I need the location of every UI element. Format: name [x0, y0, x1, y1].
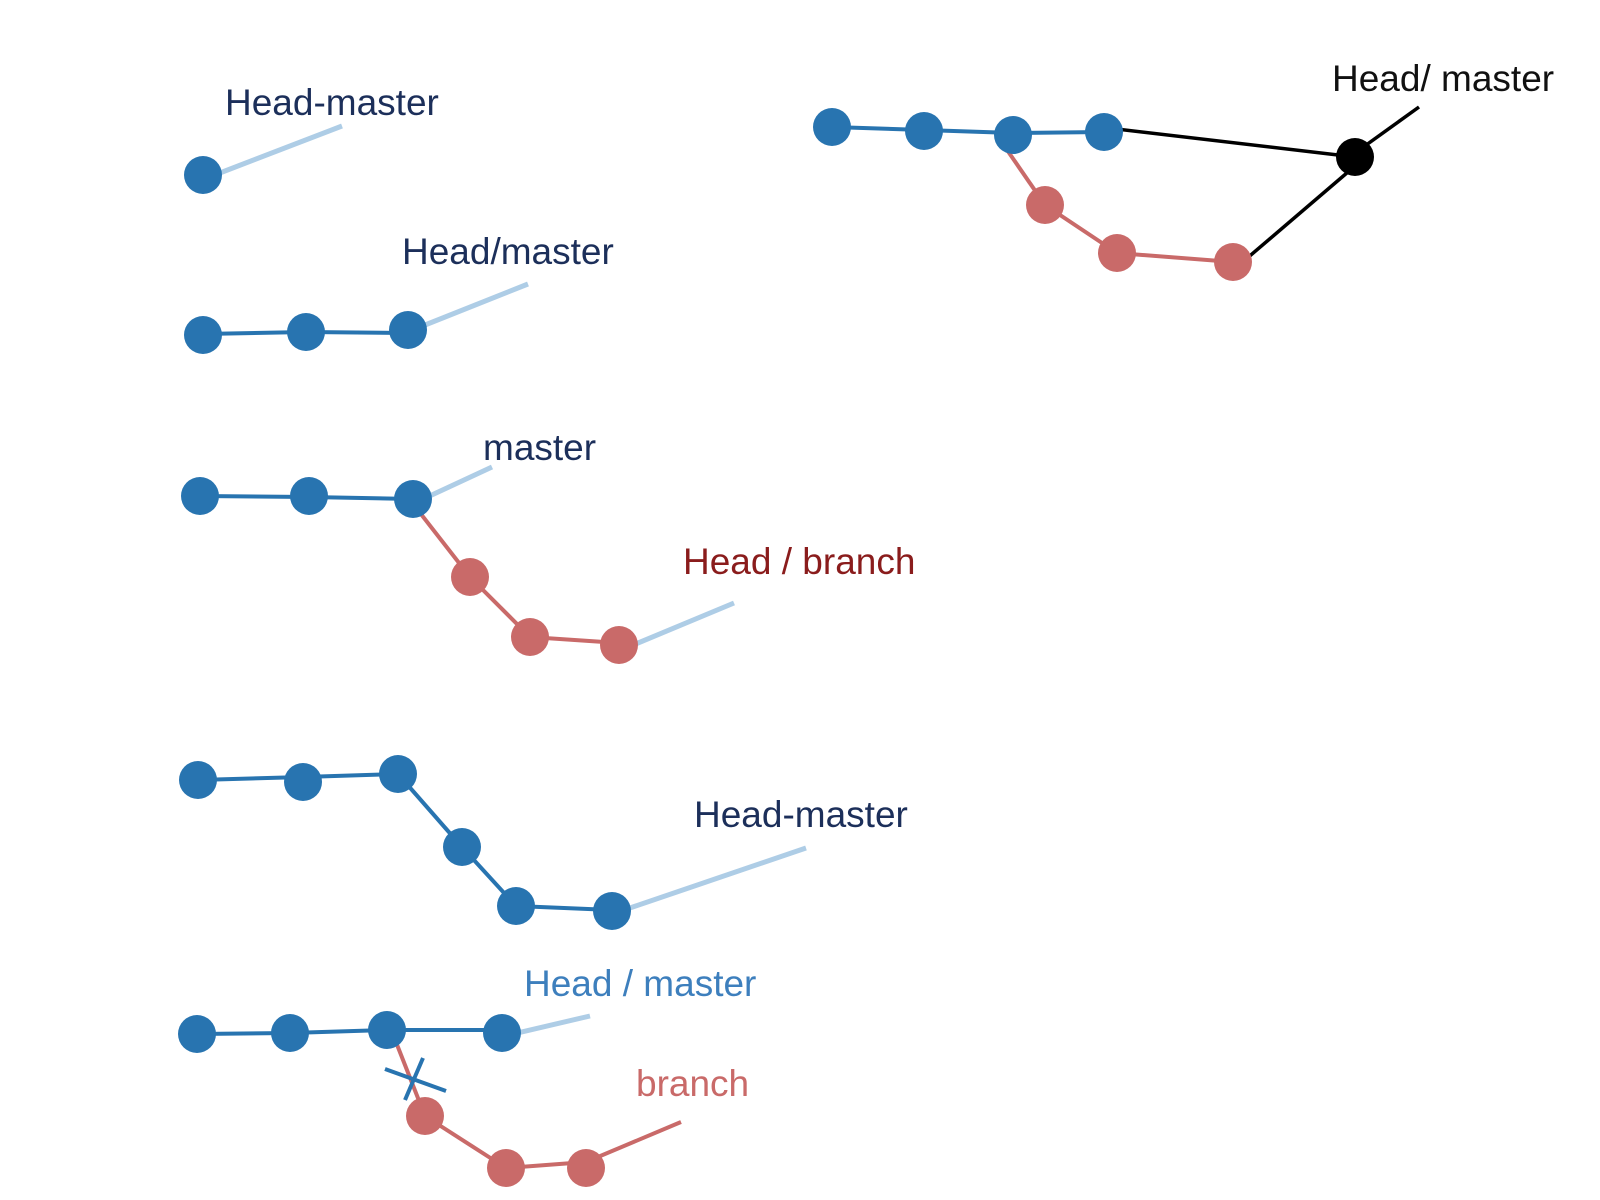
commit-node — [1085, 113, 1123, 151]
commit-node — [184, 316, 222, 354]
diagram-three-commits: Head/master — [184, 231, 614, 354]
master-label: master — [483, 427, 596, 468]
commit-node — [179, 761, 217, 799]
branch-commit-node — [511, 618, 549, 656]
branch-pointer-line — [585, 1120, 682, 1164]
commit-node — [497, 887, 535, 925]
cross-mark-icon — [384, 1057, 447, 1101]
head-master-label: Head-master — [225, 82, 439, 123]
branch-commit-node — [1098, 234, 1136, 272]
branch-commit-node — [600, 626, 638, 664]
merge-commit-node — [1336, 138, 1374, 176]
branch-commit-node — [1026, 186, 1064, 224]
diagram-merged: Head/ master — [813, 58, 1554, 281]
branch-commit-node — [487, 1149, 525, 1187]
commit-node — [593, 892, 631, 930]
merge-link — [1107, 126, 1356, 159]
branch-commit-node — [451, 558, 489, 596]
head-pointer-line — [211, 123, 343, 179]
diagram-branch-created: master Head / branch — [181, 427, 915, 664]
branch-pointer-line — [625, 600, 735, 651]
commit-node — [443, 828, 481, 866]
master-pointer-line — [419, 464, 494, 503]
head-master-label: Head/ master — [1332, 58, 1554, 99]
head-master-label: Head-master — [694, 794, 908, 835]
branch-label: branch — [636, 1063, 749, 1104]
diagram-diverged: Head / master branch — [178, 963, 756, 1187]
commit-node — [389, 311, 427, 349]
branch-commit-node — [1214, 243, 1252, 281]
commit-node — [284, 763, 322, 801]
head-branch-label: Head / branch — [683, 541, 915, 582]
head-master-label: Head/master — [402, 231, 614, 272]
commit-node — [994, 116, 1032, 154]
merge-link — [1243, 164, 1357, 262]
head-pointer-line — [623, 845, 807, 913]
commit-node — [184, 156, 222, 194]
commit-node — [379, 755, 417, 793]
branch-commit-node — [406, 1097, 444, 1135]
commit-node — [368, 1011, 406, 1049]
diagram-initial-commit: Head-master — [184, 82, 439, 194]
commit-node — [483, 1014, 521, 1052]
commit-node — [290, 477, 328, 515]
commit-node — [178, 1015, 216, 1053]
branch-commit-node — [567, 1149, 605, 1187]
commit-node — [813, 108, 851, 146]
commit-node — [271, 1014, 309, 1052]
commit-node — [394, 480, 432, 518]
branch-link — [1116, 251, 1234, 264]
commit-node — [905, 112, 943, 150]
diagram-fast-forward: Head-master — [179, 755, 908, 930]
commit-node — [181, 477, 219, 515]
head-master-label: Head / master — [524, 963, 756, 1004]
head-pointer-line — [419, 281, 529, 330]
head-pointer-line — [1360, 105, 1421, 150]
commit-node — [287, 313, 325, 351]
